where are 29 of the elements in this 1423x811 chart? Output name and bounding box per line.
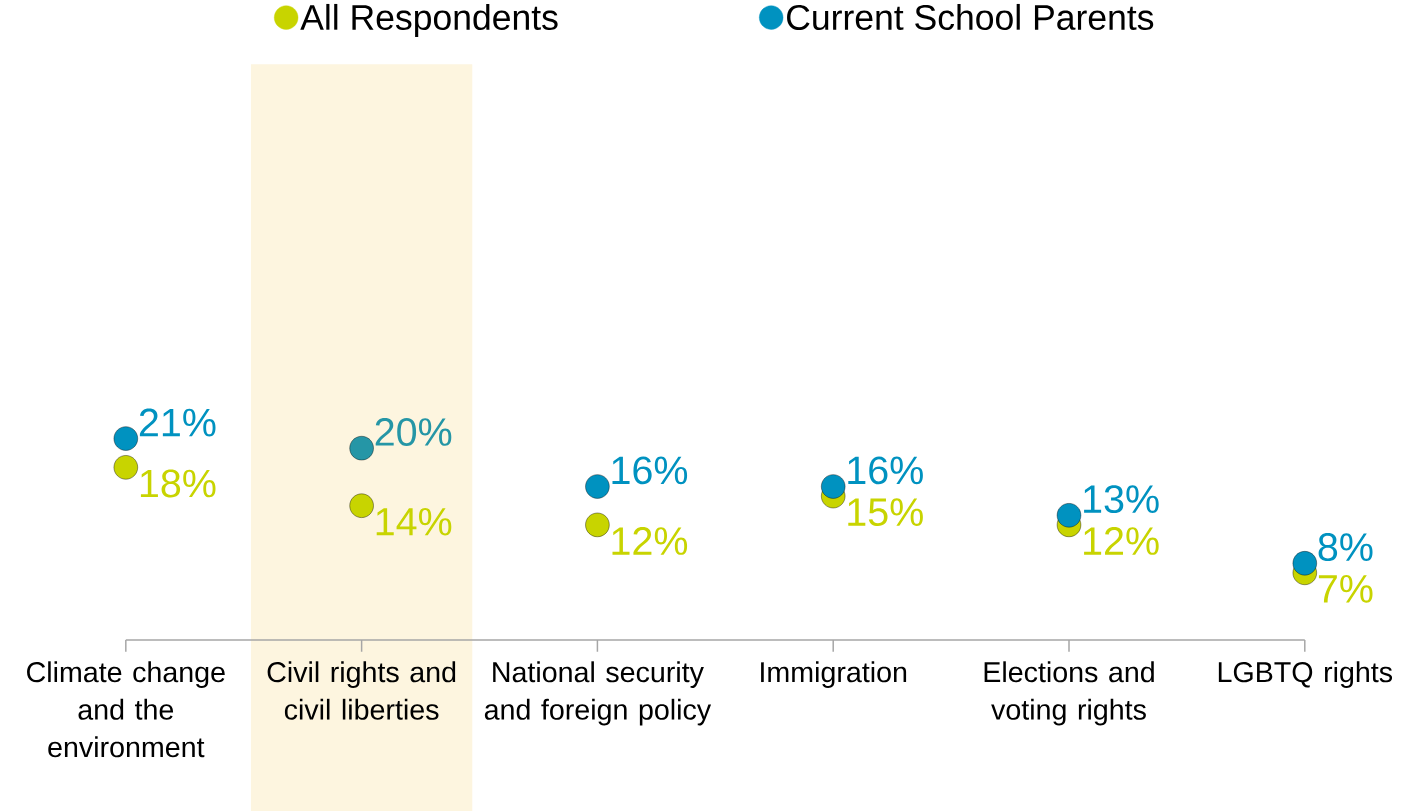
point (113, 426, 138, 451)
x-tick-label: Immigration (761, 661, 907, 688)
data-label: 13% (1084, 484, 1159, 513)
point (113, 455, 138, 480)
data-label: 14% (376, 507, 452, 536)
point (349, 435, 374, 461)
x-tick-label: Climate change and the environment (27, 661, 225, 758)
data-label: 18% (140, 469, 216, 498)
point (1056, 503, 1082, 528)
legend-label: Current School Parents (787, 3, 1154, 30)
point (585, 474, 610, 499)
point (585, 512, 610, 537)
data-label: 15% (848, 498, 923, 526)
data-label: 21% (139, 408, 216, 437)
data-label: 7% (1318, 574, 1373, 603)
point (349, 493, 374, 518)
data-label: 16% (612, 456, 688, 485)
data-label: 12% (1084, 526, 1159, 555)
x-tick-label: National security and foreign policy (484, 661, 712, 726)
data-label: 8% (1318, 532, 1373, 561)
data-label: 20% (375, 417, 452, 446)
data-label: 12% (612, 526, 688, 555)
data-label: 16% (848, 456, 923, 485)
x-tick-label: Civil rights and civil liberties (267, 661, 456, 720)
point (1292, 550, 1317, 576)
legend-label: All Respondents (300, 3, 558, 37)
x-tick-label: Elections and voting rights (984, 661, 1154, 726)
x-tick-label: LGBTQ rights (1218, 661, 1393, 688)
point (821, 474, 846, 499)
